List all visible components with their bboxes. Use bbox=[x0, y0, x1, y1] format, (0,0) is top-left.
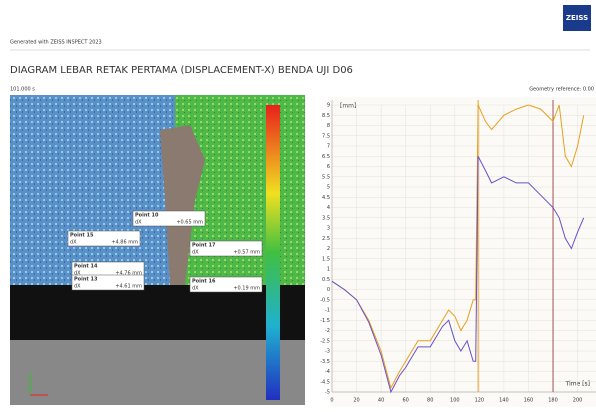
lower-band bbox=[10, 340, 305, 405]
point-box bbox=[189, 276, 263, 293]
y-tick-label: 6 bbox=[327, 164, 330, 170]
y-tick-label: -3 bbox=[325, 349, 330, 355]
y-tick-label: 2.5 bbox=[322, 236, 330, 242]
point-box bbox=[71, 274, 145, 291]
x-tick-label: 140 bbox=[499, 398, 509, 404]
y-tick-label: -5 bbox=[325, 390, 330, 396]
x-tick-label: 180 bbox=[548, 398, 558, 404]
y-tick-label: 4.5 bbox=[322, 195, 330, 201]
y-tick-label: 2 bbox=[327, 246, 330, 252]
y-tick-label: -3.5 bbox=[320, 359, 330, 365]
y-tick-label: 7.5 bbox=[322, 133, 330, 139]
point-quantity: dX bbox=[192, 250, 199, 256]
point-name: Point 10 bbox=[135, 213, 159, 219]
point-quantity: dX bbox=[70, 240, 77, 246]
point-box bbox=[132, 210, 206, 227]
y-axis-label: [mm] bbox=[340, 103, 356, 110]
logo: ZEISS bbox=[566, 14, 588, 22]
report-title: DIAGRAM LEBAR RETAK PERTAMA (DISPLACEMEN… bbox=[10, 65, 353, 76]
y-tick-label: -1 bbox=[325, 308, 330, 314]
dark-band bbox=[10, 285, 305, 340]
point-value: +0.57 mm bbox=[233, 250, 260, 256]
y-tick-label: 6.5 bbox=[322, 154, 330, 160]
point-box bbox=[189, 240, 263, 257]
y-tick-label: 8 bbox=[327, 123, 330, 129]
x-tick-label: 60 bbox=[402, 398, 408, 404]
point-box bbox=[67, 230, 141, 247]
y-tick-label: 0.5 bbox=[322, 277, 330, 283]
point-value: +4.61 mm bbox=[115, 284, 142, 290]
x-tick-label: 120 bbox=[475, 398, 485, 404]
logo-box bbox=[563, 5, 591, 31]
point-name: Point 14 bbox=[74, 264, 98, 270]
point-quantity: dX bbox=[74, 284, 81, 290]
point-name: Point 16 bbox=[192, 279, 216, 285]
x-axis-label: Time [s] bbox=[565, 381, 590, 388]
y-tick-label: -2.5 bbox=[320, 338, 330, 344]
point-name: Point 13 bbox=[74, 277, 98, 283]
generated-note: Generated with ZEISS INSPECT 2023 bbox=[10, 40, 102, 46]
color-bar bbox=[266, 105, 280, 400]
stage-time: 101.000 s bbox=[10, 87, 35, 93]
point-quantity: dX bbox=[192, 286, 199, 292]
y-tick-label: 3 bbox=[327, 226, 330, 232]
reference: Geometry reference: 0.00 bbox=[529, 87, 594, 93]
x-tick-label: 0 bbox=[330, 398, 333, 404]
y-tick-label: 4 bbox=[327, 205, 330, 211]
plot-area bbox=[330, 97, 596, 407]
blue-region bbox=[10, 95, 180, 285]
series-line bbox=[331, 156, 585, 394]
crack bbox=[160, 125, 205, 285]
point-value: +4.76 mm bbox=[115, 271, 142, 277]
y-tick-label: -1.5 bbox=[320, 318, 330, 324]
x-tick-label: 20 bbox=[353, 398, 359, 404]
y-tick-label: 7 bbox=[327, 144, 330, 150]
y-tick-label: -0.5 bbox=[320, 297, 330, 303]
series-line bbox=[331, 104, 585, 390]
point-value: +0.19 mm bbox=[233, 286, 260, 292]
point-quantity: dX bbox=[74, 271, 81, 277]
y-tick-label: 5.5 bbox=[322, 174, 330, 180]
y-tick-label: -4 bbox=[325, 369, 330, 375]
y-tick-label: -2 bbox=[325, 328, 330, 334]
y-tick-label: 5 bbox=[327, 185, 330, 191]
x-tick-label: 40 bbox=[378, 398, 384, 404]
x-tick-label: 100 bbox=[450, 398, 460, 404]
y-tick-label: 1.5 bbox=[322, 256, 330, 262]
y-tick-label: -4.5 bbox=[320, 379, 330, 385]
point-value: +4.86 mm bbox=[111, 240, 138, 246]
point-value: +0.65 mm bbox=[176, 220, 203, 226]
y-tick-label: 3.5 bbox=[322, 215, 330, 221]
point-name: Point 15 bbox=[70, 233, 94, 239]
x-tick-label: 200 bbox=[573, 398, 583, 404]
x-tick-label: 80 bbox=[427, 398, 433, 404]
y-tick-label: 0 bbox=[327, 287, 330, 293]
y-tick-label: 1 bbox=[327, 267, 330, 273]
point-name: Point 17 bbox=[192, 243, 216, 249]
x-tick-label: 160 bbox=[524, 398, 534, 404]
y-tick-label: 8.5 bbox=[322, 113, 330, 119]
y-tick-label: 9 bbox=[327, 103, 330, 109]
point-quantity: dX bbox=[135, 220, 142, 226]
